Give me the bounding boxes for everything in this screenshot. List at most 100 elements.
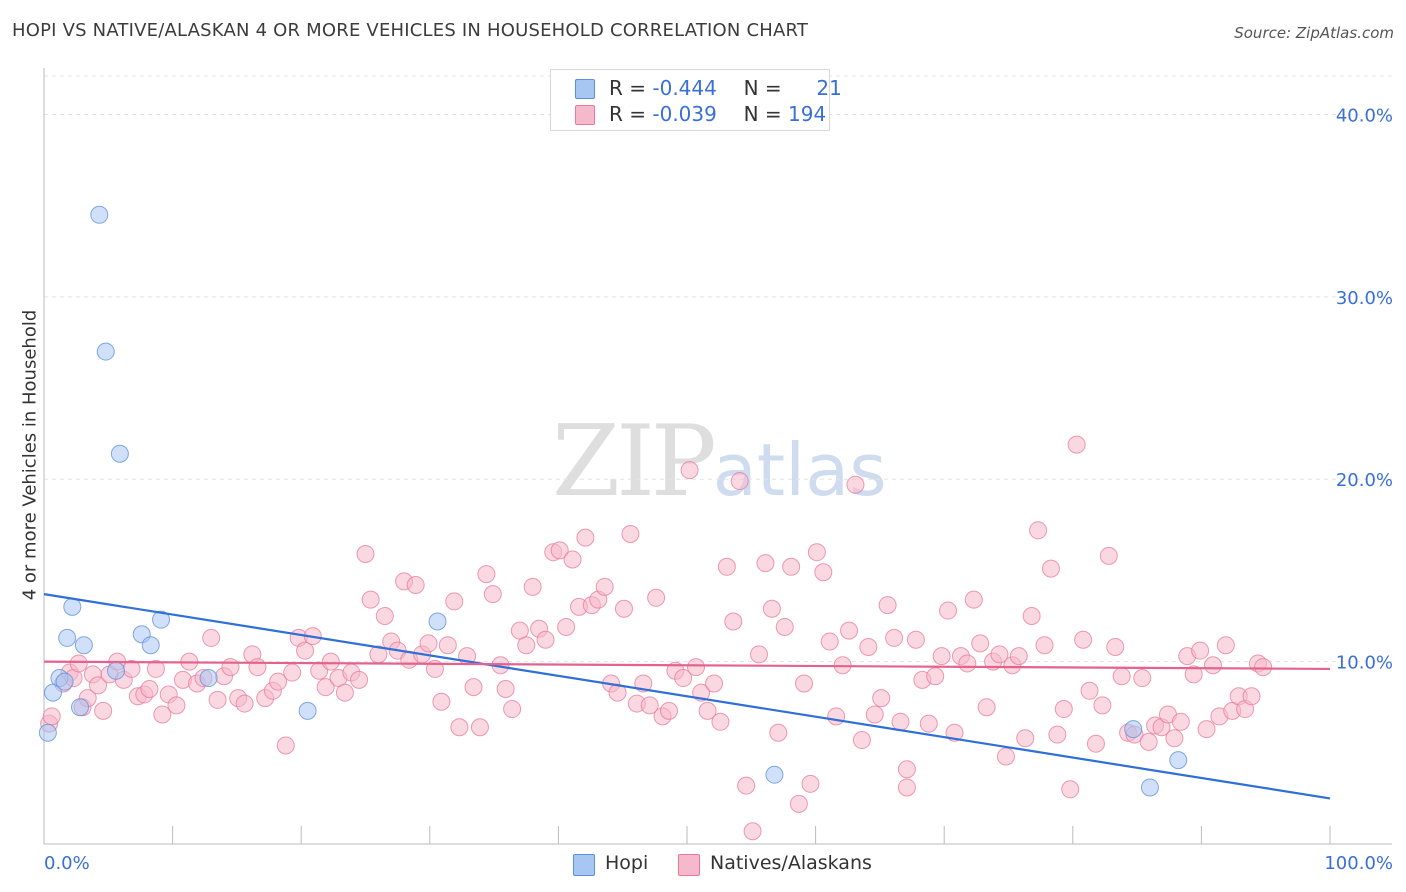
natives-point: [1048, 725, 1067, 744]
natives-n-label: N =: [743, 102, 782, 126]
hopi-point: [55, 672, 74, 691]
natives-point: [523, 577, 542, 596]
hopi-point: [1169, 751, 1188, 770]
natives-point: [42, 707, 61, 726]
hopi-swatch: [575, 79, 595, 99]
watermark-atlas: atlas: [712, 428, 887, 512]
natives-point: [1086, 734, 1105, 753]
natives-point: [153, 705, 172, 724]
natives-point: [846, 475, 865, 494]
source-credit: Source: ZipAtlas.com: [1234, 24, 1394, 42]
hopi-point: [107, 661, 126, 680]
natives-point: [897, 760, 916, 779]
natives-point: [1093, 696, 1112, 715]
natives-point: [1061, 780, 1080, 799]
natives-point: [248, 658, 267, 677]
hopi-n-label: N =: [743, 76, 782, 100]
natives-point: [687, 658, 706, 677]
natives-point: [140, 679, 159, 698]
natives-point: [762, 599, 781, 618]
natives-point: [283, 663, 302, 682]
natives-point: [477, 565, 496, 584]
natives-point: [483, 585, 502, 604]
natives-point: [563, 550, 582, 569]
natives-point: [698, 701, 717, 720]
hopi-point: [71, 698, 90, 717]
natives-point: [1009, 647, 1028, 666]
natives-point: [750, 645, 769, 664]
natives-point: [1022, 607, 1041, 626]
natives-point: [316, 678, 335, 697]
natives-point: [865, 705, 884, 724]
natives-swatch: [575, 105, 595, 125]
natives-trend-line: [43, 660, 1331, 671]
natives-point: [1041, 559, 1060, 578]
natives-point: [782, 557, 801, 576]
natives-point: [445, 592, 464, 611]
natives-point: [990, 645, 1009, 664]
natives-point: [1184, 665, 1203, 684]
natives-point: [885, 628, 904, 647]
natives-point: [1029, 521, 1048, 540]
natives-point: [1191, 641, 1210, 660]
natives-point: [595, 577, 614, 596]
natives-point: [576, 528, 595, 547]
natives-point: [1242, 687, 1261, 706]
hopi-point: [152, 610, 171, 629]
bottom-hopi-swatch: [573, 854, 595, 876]
natives-point: [640, 696, 659, 715]
hopi-point: [110, 444, 129, 463]
natives-point: [438, 636, 457, 655]
y-tick-label: 30.0%: [1336, 288, 1393, 309]
hopi-point: [74, 636, 93, 655]
hopi-point: [199, 669, 218, 688]
natives-point: [932, 647, 951, 666]
natives-point: [906, 630, 925, 649]
natives-point: [1203, 656, 1222, 675]
x-tick-label: 0.0%: [44, 853, 90, 874]
natives-point: [536, 630, 555, 649]
hopi-trend-line: [43, 593, 1331, 800]
natives-point: [1080, 681, 1099, 700]
natives-point: [1216, 636, 1235, 655]
natives-r-label: R =: [609, 102, 647, 126]
hopi-point: [141, 636, 160, 655]
natives-point: [94, 701, 113, 720]
natives-point: [550, 541, 569, 560]
natives-point: [859, 638, 878, 657]
x-tick-label: 100.0%: [1324, 853, 1393, 874]
natives-point: [350, 670, 369, 689]
bottom-natives-swatch: [678, 854, 700, 876]
natives-point: [1106, 638, 1125, 657]
hopi-point: [1124, 720, 1143, 739]
natives-point: [996, 747, 1015, 766]
natives-point: [971, 634, 990, 653]
natives-point: [680, 461, 699, 480]
natives-point: [1133, 669, 1152, 688]
natives-point: [647, 588, 666, 607]
natives-point: [891, 712, 910, 731]
natives-point: [89, 676, 108, 695]
hopi-point: [38, 723, 57, 742]
natives-point: [769, 723, 788, 742]
natives-point: [717, 557, 736, 576]
natives-point: [926, 667, 945, 686]
natives-point: [756, 554, 775, 573]
y-tick-label: 20.0%: [1336, 470, 1393, 491]
natives-point: [321, 652, 340, 671]
natives-r-value: -0.039: [652, 102, 717, 126]
natives-point: [432, 692, 451, 711]
natives-point: [795, 674, 814, 693]
natives-point: [557, 617, 576, 636]
natives-point: [450, 718, 469, 737]
hopi-point: [63, 597, 82, 616]
natives-point: [820, 632, 839, 651]
natives-point: [1016, 729, 1035, 748]
natives-point: [296, 641, 315, 660]
natives-point: [1054, 700, 1073, 719]
natives-point: [517, 636, 536, 655]
natives-point: [814, 563, 833, 582]
natives-point: [730, 472, 749, 491]
hopi-point: [96, 342, 115, 361]
